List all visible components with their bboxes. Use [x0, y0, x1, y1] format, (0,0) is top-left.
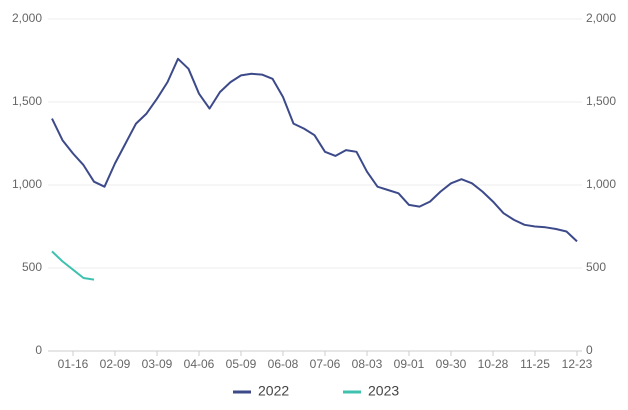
x-tick-label: 12-23: [562, 357, 593, 371]
x-tick-label: 08-03: [352, 357, 383, 371]
legend-label: 2022: [258, 383, 289, 399]
x-tick-label: 09-30: [436, 357, 467, 371]
x-tick-label: 03-09: [142, 357, 173, 371]
x-tick-label: 04-06: [184, 357, 215, 371]
legend: 2022 2023: [233, 383, 399, 399]
y2-tick-label: 2,000: [586, 11, 616, 25]
y2-tick-label: 1,000: [586, 177, 616, 191]
y-tick-label: 1,000: [12, 177, 42, 191]
x-tick-label: 07-06: [310, 357, 341, 371]
x-tick-label: 02-09: [100, 357, 131, 371]
y-tick-label: 500: [22, 260, 42, 274]
x-tick-label: 05-09: [226, 357, 257, 371]
x-tick-label: 06-08: [268, 357, 299, 371]
x-tick-label: 11-25: [520, 357, 550, 371]
y2-tick-label: 0: [586, 343, 593, 357]
x-tick-label: 10-28: [478, 357, 509, 371]
y-tick-label: 2,000: [12, 11, 42, 25]
legend-label: 2023: [368, 383, 399, 399]
x-tick-label: 01-16: [58, 357, 89, 371]
x-tick-label: 09-01: [394, 357, 425, 371]
y2-tick-label: 1,500: [586, 94, 616, 108]
line-series: [51, 57, 578, 243]
y-tick-label: 0: [35, 343, 42, 357]
y-tick-label: 1,500: [12, 94, 42, 108]
line-series: [51, 250, 95, 281]
y2-tick-label: 500: [586, 260, 606, 274]
